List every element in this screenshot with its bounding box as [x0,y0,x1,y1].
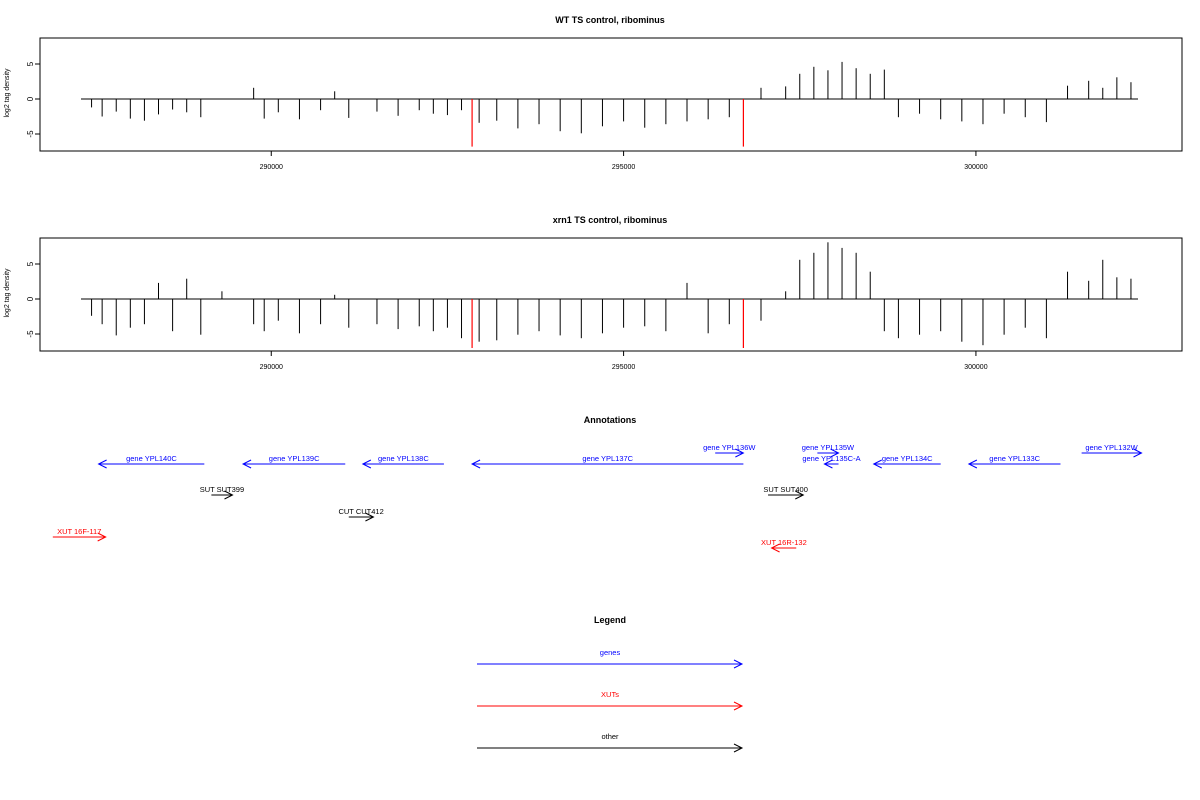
wt-panel-title: WT TS control, ribominus [555,15,665,25]
legend-items: genes XUTs other [477,648,744,753]
xrn1-y-axis-label: log2 tag density [4,268,11,318]
legend-arrow-head [733,701,744,711]
feature-label: gene YPL136W [703,443,756,452]
xrn1-x-tick-label: 295000 [612,364,635,371]
feature-label: XUT 16R-132 [761,538,807,547]
feature-arrow-head [1133,448,1143,458]
xrn1-bars [81,242,1138,348]
xrn1-y-tick-label: -5 [26,330,35,338]
feature-label: gene YPL139C [269,454,320,463]
legend-panel: Legend genes XUTs other [477,615,744,753]
legend-arrow-head [733,659,744,669]
annotation-features: gene YPL140C gene YPL139C gene YPL138C gene… [52,443,1143,553]
feature-arrow-head [361,459,372,469]
feature-arrow-head [224,490,234,500]
feature-label: SUT SUT399 [200,485,244,494]
wt-bars [81,61,1138,147]
legend-item-label: other [601,732,619,741]
xrn1-plot-frame [39,237,1183,352]
annotations-title: Annotations [584,415,637,425]
annotations-panel: Annotations gene YPL140C gene YPL139C gene… [52,415,1143,553]
feature-label: CUT CUT412 [338,507,383,516]
feature-arrow-head [795,490,805,500]
legend-item-label: XUTs [601,690,619,699]
feature-arrow-head [470,459,481,469]
xrn1-x-tick-label: 290000 [260,364,283,371]
legend-arrow-head [733,743,744,753]
xrn1-x-tick-label: 300000 [964,364,987,371]
wt-x-tick-label: 290000 [260,164,283,171]
feature-label: gene YPL133C [989,454,1040,463]
feature-label: gene YPL134C [882,454,933,463]
feature-label: gene YPL132W [1085,443,1138,452]
wt-y-tick-label: 5 [26,61,35,66]
feature-arrow-head [830,448,840,458]
feature-label: XUT 16F-117 [57,527,101,536]
feature-arrow-head [770,543,780,553]
legend-item-label: genes [600,648,621,657]
wt-y-axis-label: log2 tag density [4,68,11,118]
wt-x-tick-label: 295000 [612,164,635,171]
wt-y-tick-label: -5 [26,130,35,138]
feature-label: gene YPL135C-A [802,454,860,463]
feature-label: gene YPL138C [378,454,429,463]
xrn1-y-tick-label: 5 [26,261,35,266]
wt-x-tick-label: 300000 [964,164,987,171]
feature-arrow-head [967,459,978,469]
feature-arrow-head [365,512,375,522]
legend-title: Legend [594,615,626,625]
xrn1-axes: -5 0 5 log2 tag density 290000 295000 300000 [4,261,988,371]
xrn1-panel: xrn1 TS control, ribominus -5 0 5 log2 tag … [4,215,1183,371]
feature-arrow-head [823,459,833,469]
feature-arrow-head [241,459,252,469]
xrn1-y-tick-label: 0 [26,296,35,301]
feature-arrow-head [97,532,107,542]
feature-arrow-head [872,459,882,469]
feature-label: SUT SUT400 [763,485,807,494]
feature-arrow-head [735,448,745,458]
feature-arrow-head [97,459,107,469]
feature-label: gene YPL135W [802,443,855,452]
wt-plot-frame [39,37,1183,152]
feature-label: gene YPL140C [126,454,177,463]
wt-y-tick-label: 0 [26,96,35,101]
wt-panel: WT TS control, ribominus -5 0 5 log2 tag de… [4,15,1183,171]
feature-label: gene YPL137C [582,454,633,463]
xrn1-panel-title: xrn1 TS control, ribominus [553,215,668,225]
wt-axes: -5 0 5 log2 tag density 290000 295000 300000 [4,61,988,171]
